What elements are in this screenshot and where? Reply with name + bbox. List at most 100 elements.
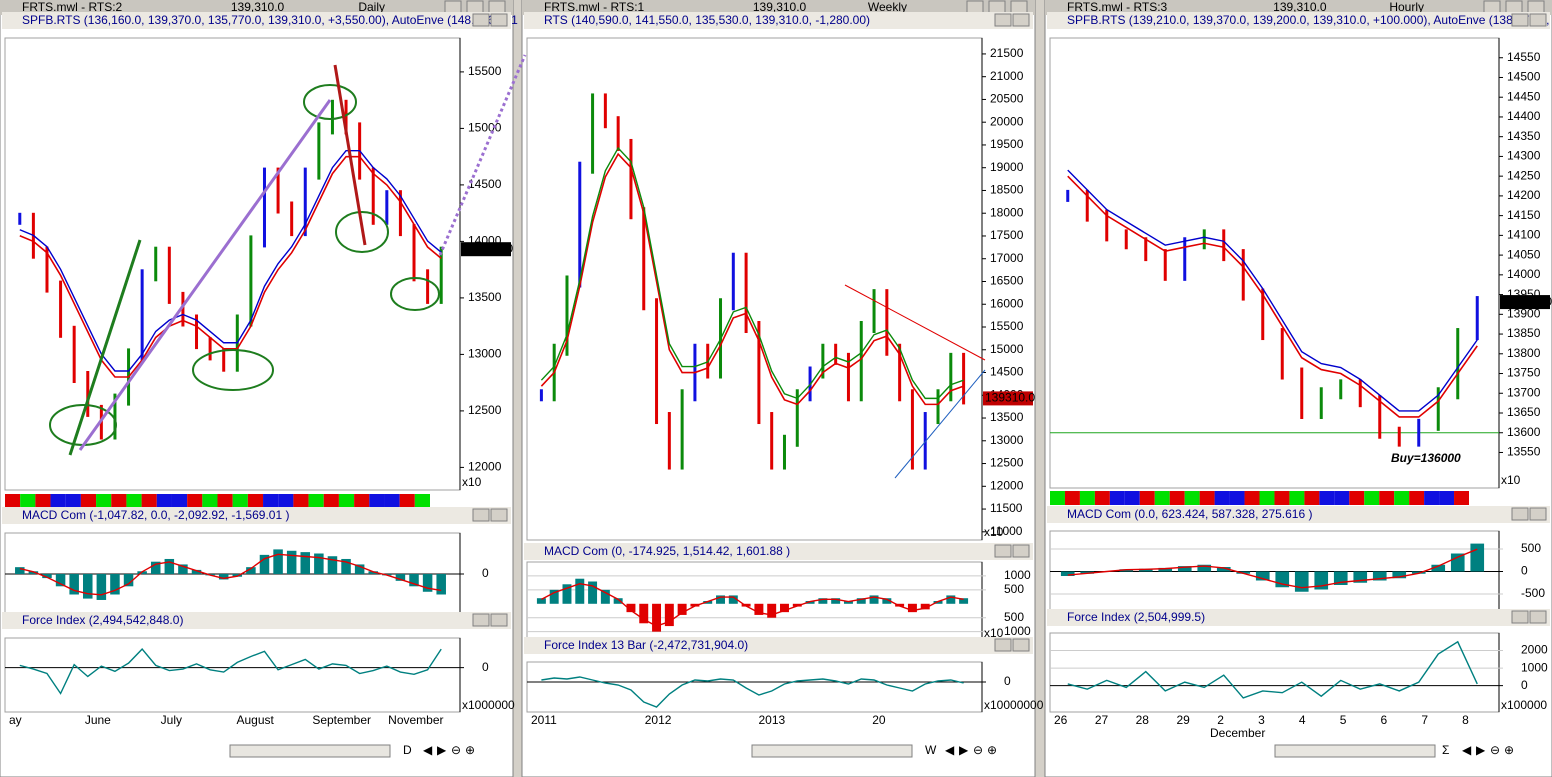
panel-max-button[interactable] (1511, 610, 1529, 624)
signal-strip (1289, 491, 1305, 505)
x-tick-label: 8 (1462, 713, 1469, 727)
scrollbar[interactable] (1274, 744, 1436, 758)
price-bar (910, 389, 914, 470)
macd-histogram (395, 574, 406, 581)
panel-close-button[interactable] (1529, 13, 1547, 27)
last-price-label: 139310.0 (985, 391, 1035, 405)
toolbar-icon[interactable]: ◀ (423, 743, 433, 757)
panel-close-button[interactable] (1012, 544, 1030, 558)
scrollbar[interactable] (229, 744, 391, 758)
toolbar-icon[interactable]: ⊕ (1504, 743, 1514, 757)
signal-strip (354, 494, 370, 508)
signal-strip (278, 494, 294, 508)
macd-histogram (178, 564, 188, 574)
toolbar-icon[interactable]: ◀ (945, 743, 955, 757)
minimize-button[interactable] (444, 0, 462, 14)
toolbar-icon[interactable]: ⊕ (465, 743, 475, 757)
price-bar (222, 348, 226, 372)
price-bar (276, 167, 280, 214)
scale-label: x10 (1501, 473, 1521, 487)
price-bar (1085, 189, 1089, 222)
panel-close-button[interactable] (490, 508, 508, 522)
toolbar-icon[interactable]: ⊖ (451, 743, 461, 757)
x-tick-label: ay (9, 713, 22, 727)
y-tick-label: 14350 (1507, 129, 1541, 143)
macd-histogram (286, 550, 297, 574)
macd-histogram (314, 553, 324, 574)
toolbar-button[interactable]: Σ (1442, 743, 1449, 757)
macd-histogram (246, 567, 256, 574)
toolbar-icon[interactable]: ⊖ (973, 743, 983, 757)
macd-histogram (436, 574, 446, 595)
macd-histogram (652, 603, 662, 632)
panel-max-button[interactable] (994, 544, 1012, 558)
macd-histogram (341, 558, 351, 574)
close-button[interactable] (1010, 0, 1028, 14)
window-last: 139,310.0 (231, 0, 285, 14)
toolbar-icon[interactable]: ◀ (1462, 743, 1472, 757)
y-tick-label: -500 (1521, 586, 1545, 600)
macd-histogram (110, 574, 120, 595)
panel-header-text: MACD Com (0, -174.925, 1,514.42, 1,601.8… (544, 544, 790, 558)
price-bar (1378, 395, 1382, 439)
toolbar-button[interactable]: W (925, 743, 937, 757)
price-bar (59, 280, 63, 338)
panel-close-button[interactable] (1012, 638, 1030, 652)
title-bar (0, 0, 513, 15)
toolbar-icon[interactable]: ⊖ (1490, 743, 1500, 757)
toolbar-icon[interactable]: ▶ (437, 743, 447, 757)
panel-max-button[interactable] (1511, 507, 1529, 521)
x-tick-label: November (388, 713, 443, 727)
minimize-button[interactable] (1483, 0, 1501, 14)
toolbar-icon[interactable]: ⊕ (987, 743, 997, 757)
price-bar (1436, 387, 1440, 431)
y-tick-label: 14250 (1507, 168, 1541, 182)
toolbar-button[interactable]: D (403, 743, 412, 757)
panel-max-button[interactable] (472, 13, 490, 27)
minimize-button[interactable] (966, 0, 984, 14)
signal-strip (1349, 491, 1365, 505)
maximize-button[interactable] (466, 0, 484, 14)
macd-histogram (626, 603, 636, 613)
panel-max-button[interactable] (1511, 13, 1529, 27)
annotation-circle (192, 349, 274, 391)
y-tick-label: 13550 (1507, 445, 1541, 459)
price-bar (578, 161, 582, 288)
price-bar (1417, 418, 1421, 447)
toolbar-icon[interactable]: ▶ (959, 743, 969, 757)
annotation-trendline (844, 284, 986, 361)
y-tick-label: 15500 (990, 319, 1024, 333)
scrollbar[interactable] (751, 744, 913, 758)
y-tick-label: 16500 (990, 274, 1024, 288)
panel-close-button[interactable] (1529, 610, 1547, 624)
panel-close-button[interactable] (490, 13, 508, 27)
y-tick-label: 13850 (1507, 326, 1541, 340)
macd-histogram (690, 603, 700, 607)
x-tick-label: 5 (1340, 713, 1347, 727)
macd-histogram (273, 549, 283, 574)
toolbar-icon[interactable]: ▶ (1476, 743, 1486, 757)
price-bar (1319, 387, 1323, 419)
close-button[interactable] (1527, 0, 1545, 14)
title-bar (1045, 0, 1552, 15)
maximize-button[interactable] (1505, 0, 1523, 14)
y-tick-label: 0 (482, 566, 489, 580)
panel-close-button[interactable] (490, 613, 508, 627)
price-bar (385, 190, 389, 225)
maximize-button[interactable] (988, 0, 1006, 14)
macd-histogram (55, 574, 66, 587)
panel-max-button[interactable] (994, 638, 1012, 652)
macd-histogram (959, 598, 969, 604)
macd-histogram (83, 574, 93, 599)
panel-plot (4, 37, 461, 491)
panel-close-button[interactable] (1012, 13, 1030, 27)
panel-max-button[interactable] (472, 508, 490, 522)
annotation-arrow (438, 54, 527, 256)
close-button[interactable] (488, 0, 506, 14)
panel-max-button[interactable] (994, 13, 1012, 27)
panel-max-button[interactable] (472, 613, 490, 627)
x-tick-label: 2013 (759, 713, 786, 727)
price-bar (426, 269, 430, 304)
panel-close-button[interactable] (1529, 507, 1547, 521)
last-price-box (1500, 295, 1550, 310)
